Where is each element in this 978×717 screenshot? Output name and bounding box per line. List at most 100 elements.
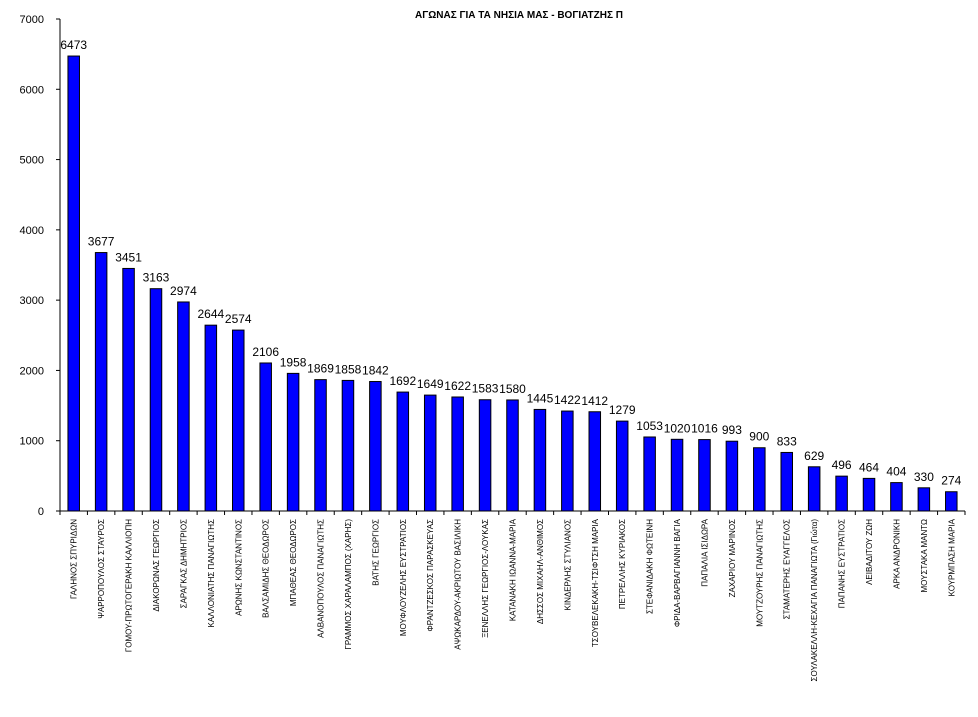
x-tick-label: ΓΑΛΗΝΟΣ ΣΠΥΡΙΔΩΝ (70, 519, 79, 599)
y-tick-label: 1000 (20, 436, 44, 448)
data-label: 2574 (225, 312, 252, 326)
bar (67, 55, 80, 512)
x-tick-label: ΑΨΩΚΑΡΔΟΥ-ΑΚΡΙΩΤΟΥ ΒΑΣΙΛΙΚΗ (454, 519, 463, 650)
x-tick-label: ΑΡΩΝΗΣ ΚΩΝΣΤΑΝΤΙΝΟΣ (234, 519, 243, 616)
bar (533, 408, 547, 512)
x-tick-label: ΜΟΥΦΛΟΥΖΕΛΗΣ ΕΥΣΤΡΑΤΙΟΣ (399, 519, 408, 636)
bar (259, 362, 272, 512)
data-label: 496 (832, 458, 852, 472)
data-label: 1622 (444, 379, 471, 393)
x-tick-label: ΣΤΑΜΑΤΕΡΗΣ ΕΥΑΓΓΕΛΟΣ (783, 519, 792, 619)
x-tick-label: ΣΑΡΑΓΚΑΣ ΔΗΜΗΤΡΙΟΣ (179, 519, 188, 608)
x-tick-label: ΒΑΤΗΣ ΓΕΩΡΓΙΟΣ (371, 519, 380, 586)
y-tick-label: 7000 (20, 14, 44, 26)
x-tick-label: ΠΑΠΑΝΗΣ ΕΥΣΤΡΑΤΙΟΣ (838, 519, 847, 608)
x-tick-label: ΔΗΣΣΟΣ ΜΙΧΑΗΛ-ΑΝΘΙΜΟΣ (536, 519, 545, 624)
data-label: 2974 (170, 284, 197, 298)
data-label: 1858 (335, 362, 362, 376)
data-label: 1580 (499, 382, 526, 396)
x-tick-label: ΨΑΡΡΟΠΟΥΛΟΣ ΣΤΑΥΡΟΣ (97, 519, 106, 619)
x-tick-label: ΒΑΛΣΑΜΙΔΗΣ ΘΕΟΔΩΡΟΣ (262, 519, 271, 618)
data-label: 1422 (554, 393, 581, 407)
bar (890, 482, 903, 512)
y-tick-label: 2000 (20, 365, 44, 377)
bar (231, 329, 245, 512)
data-label: 1842 (362, 364, 389, 378)
bar (341, 379, 355, 512)
data-label: 1958 (280, 355, 307, 369)
bar (753, 447, 766, 512)
bar (423, 394, 437, 512)
bar (807, 466, 821, 512)
x-tick-label: ΜΟΥΣΤΑΚΑ ΜΑΝΤΩ (920, 519, 929, 593)
bar (615, 420, 629, 512)
x-tick-label: ΚΟΥΡΜΠΑΣΗ ΜΑΡΙΑ (947, 518, 956, 596)
data-label: 2106 (252, 345, 279, 359)
x-tick-label: ΔΙΑΚΟΡΩΝΑΣ ΓΕΩΡΓΙΟΣ (152, 519, 161, 612)
data-label: 1053 (636, 419, 663, 433)
x-tick-label: ΦΡΑΝΤΖΕΣΚΟΣ ΠΑΡΑΣΚΕΥΑΣ (426, 519, 435, 632)
x-tick-label: ΤΣΟΥΒΕΛΕΚΑΚΗ-ΤΣΙΦΤΣΗ ΜΑΡΙΑ (591, 518, 600, 647)
data-label: 1020 (664, 421, 691, 435)
data-label: 993 (722, 423, 742, 437)
y-tick-label: 3000 (20, 295, 44, 307)
x-tick-label: ΣΟΥΛΑΚΕΛΛΗ-ΚΕΧΑΓΙΑ ΠΑΝΑΓΙΩΤΑ (Γιώτα) (810, 519, 819, 682)
bar (286, 372, 300, 512)
data-label: 1692 (389, 374, 416, 388)
bar (588, 411, 602, 512)
data-label: 1279 (609, 403, 636, 417)
data-label: 330 (914, 470, 934, 484)
data-label: 404 (886, 465, 906, 479)
x-tick-label: ΖΑΧΑΡΙΟΥ ΜΑΡΙΝΟΣ (728, 519, 737, 597)
data-label: 2644 (197, 307, 224, 321)
bar (94, 252, 108, 512)
x-tick-label: ΑΡΚΑ ΑΝΔΡΟΝΙΚΗ (892, 519, 901, 589)
x-tick-label: ΑΛΒΑΝΟΠΟΥΛΟΣ ΠΑΝΑΓΙΩΤΗΣ (317, 519, 326, 638)
data-label: 6473 (60, 38, 87, 52)
bar (835, 475, 848, 512)
x-tick-labels: ΓΑΛΗΝΟΣ ΣΠΥΡΙΔΩΝ ΨΑΡΡΟΠΟΥΛΟΣ ΣΤΑΥΡΟΣ ΓΟΜΟΥ… (70, 518, 957, 681)
data-label: 1412 (581, 394, 608, 408)
bar (314, 379, 327, 512)
data-label: 833 (777, 434, 797, 448)
bar (396, 391, 410, 512)
y-tick-label: 4000 (20, 225, 44, 237)
x-tick-label: ΠΕΤΡΕΛΛΗΣ ΚΥΡΙΑΚΟΣ (618, 519, 627, 609)
bar (698, 439, 711, 512)
x-tick-label: ΜΟΥΤΖΟΥΡΗΣ ΠΑΝΑΓΙΩΤΗΣ (755, 519, 764, 627)
bar (149, 288, 163, 512)
bars (67, 55, 958, 512)
x-axis (59, 510, 966, 515)
x-tick-label: ΦΡΙΔΑ-ΒΑΡΒΑΓΙΑΝΝΗ ΒΑΓΙΑ (673, 518, 682, 627)
y-tick-label: 0 (38, 506, 44, 518)
bar (780, 451, 794, 512)
y-axis: 0 1000 2000 3000 4000 5000 6000 7000 (20, 14, 61, 518)
bar (643, 436, 656, 512)
x-tick-label: ΞΕΝΕΛΛΗΣ ΓΕΩΡΓΙΟΣ-ΛΟΥΚΑΣ (481, 519, 490, 638)
bar (670, 438, 684, 512)
data-label: 274 (941, 474, 961, 488)
bar (862, 477, 876, 512)
data-label: 3451 (115, 250, 142, 264)
bar (122, 267, 135, 512)
y-tick-label: 6000 (20, 84, 44, 96)
bar (506, 399, 519, 512)
bar (945, 491, 958, 512)
bar (451, 396, 464, 512)
x-tick-label: ΜΠΑΘΕΑΣ ΘΕΟΔΩΡΟΣ (289, 519, 298, 606)
bar (917, 487, 931, 512)
data-label: 629 (804, 449, 824, 463)
data-label: 1869 (307, 362, 334, 376)
data-label: 464 (859, 460, 879, 474)
bar (204, 324, 218, 512)
bar (478, 399, 492, 512)
x-tick-label: ΓΡΑΜΜΟΣ ΧΑΡΑΛΑΜΠΟΣ (ΧΑΡΗΣ) (344, 519, 353, 650)
data-label: 1445 (527, 391, 554, 405)
data-label: 900 (749, 430, 769, 444)
data-label: 1016 (691, 422, 718, 436)
x-tick-label: ΚΙΝΔΕΡΛΗΣ ΣΤΥΛΙΑΝΟΣ (563, 519, 572, 611)
x-tick-label: ΚΑΛΛΟΝΙΑΤΗΣ ΠΑΝΑΓΙΩΤΗΣ (207, 519, 216, 627)
bar (177, 301, 190, 512)
